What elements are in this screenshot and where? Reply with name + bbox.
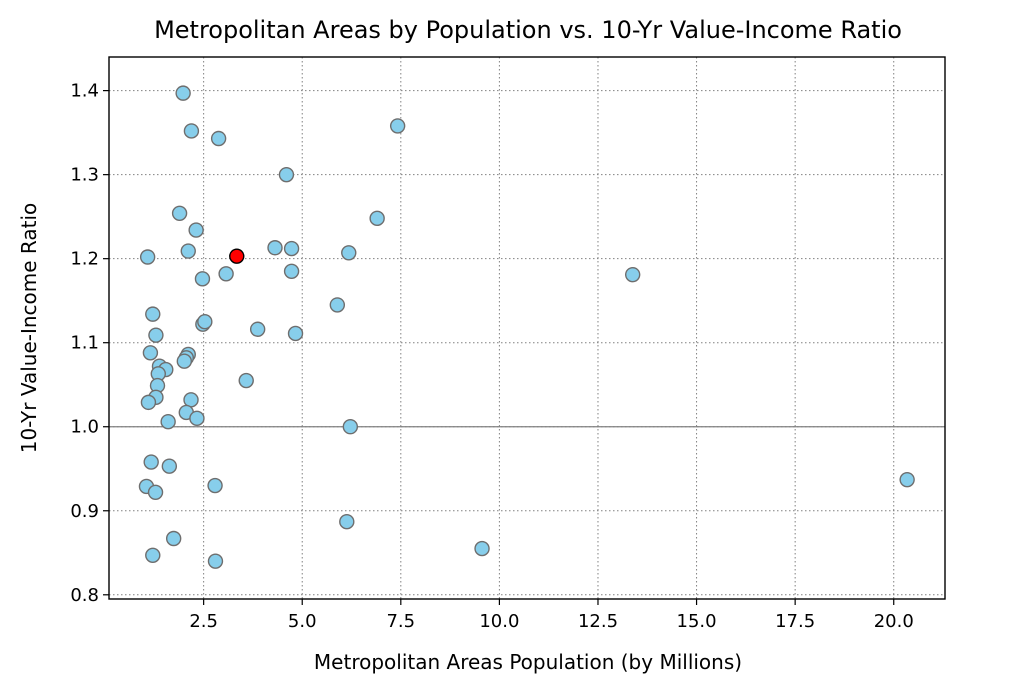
data-point <box>139 249 156 265</box>
data-point <box>175 85 191 101</box>
x-tick-label: 2.5 <box>189 611 218 632</box>
data-point <box>207 553 224 569</box>
y-tick-label: 0.8 <box>70 585 99 606</box>
data-point <box>147 484 164 500</box>
x-tick-label: 10.0 <box>479 611 519 632</box>
axis-ticks: 2.5 5.0 7.5 10.0 12.5 15.0 17.5 20.0 0.8 0.9 1.0 1.… <box>70 81 913 632</box>
data-point <box>188 222 204 238</box>
data-point <box>341 245 357 261</box>
data-point <box>283 240 300 257</box>
data-point <box>145 547 161 564</box>
data-point <box>339 513 355 530</box>
x-tick-label: 12.5 <box>578 611 618 632</box>
highlighted-data-point <box>229 248 245 264</box>
data-point <box>189 410 205 427</box>
data-point <box>369 210 385 227</box>
x-tick-label: 17.5 <box>775 611 815 632</box>
data-points <box>138 85 915 569</box>
data-point <box>143 454 159 470</box>
data-point <box>389 118 406 134</box>
data-point <box>474 540 490 557</box>
data-point <box>283 263 300 279</box>
y-axis-label: 10-Yr Value-Income Ratio <box>17 203 41 454</box>
y-tick-label: 1.2 <box>70 249 99 270</box>
y-tick-label: 1.0 <box>70 417 99 438</box>
y-tick-label: 1.1 <box>70 333 99 354</box>
chart-title: Metropolitan Areas by Population vs. 10-… <box>154 16 902 44</box>
data-point <box>267 240 283 256</box>
data-point <box>249 321 266 337</box>
data-point <box>176 353 193 369</box>
data-point <box>624 266 641 283</box>
data-point <box>278 166 295 183</box>
data-point <box>238 372 254 389</box>
y-tick-label: 1.3 <box>70 165 99 186</box>
data-point <box>183 392 199 408</box>
data-point <box>287 325 304 342</box>
data-point <box>142 345 159 361</box>
data-point <box>171 205 188 221</box>
data-point <box>329 297 346 313</box>
grid <box>109 57 945 599</box>
y-tick-label: 0.9 <box>70 501 99 522</box>
data-point <box>197 313 213 330</box>
plot-frame <box>108 56 946 600</box>
data-point <box>207 477 223 494</box>
data-point <box>165 530 182 547</box>
x-tick-label: 7.5 <box>386 611 415 632</box>
data-point <box>180 243 196 259</box>
data-point <box>148 327 164 343</box>
data-point <box>210 130 227 147</box>
data-point <box>145 306 161 322</box>
data-point <box>342 419 359 435</box>
data-point <box>899 471 915 488</box>
x-tick-label: 5.0 <box>288 611 317 632</box>
data-point <box>160 413 176 430</box>
data-point <box>183 123 200 139</box>
data-point <box>218 266 234 282</box>
x-tick-label: 20.0 <box>874 611 914 632</box>
y-tick-label: 1.4 <box>70 81 99 102</box>
data-point <box>161 458 178 474</box>
x-tick-label: 15.0 <box>677 611 717 632</box>
x-axis-label: Metropolitan Areas Population (by Millio… <box>314 650 742 674</box>
data-point <box>194 271 211 287</box>
data-point <box>140 394 157 411</box>
